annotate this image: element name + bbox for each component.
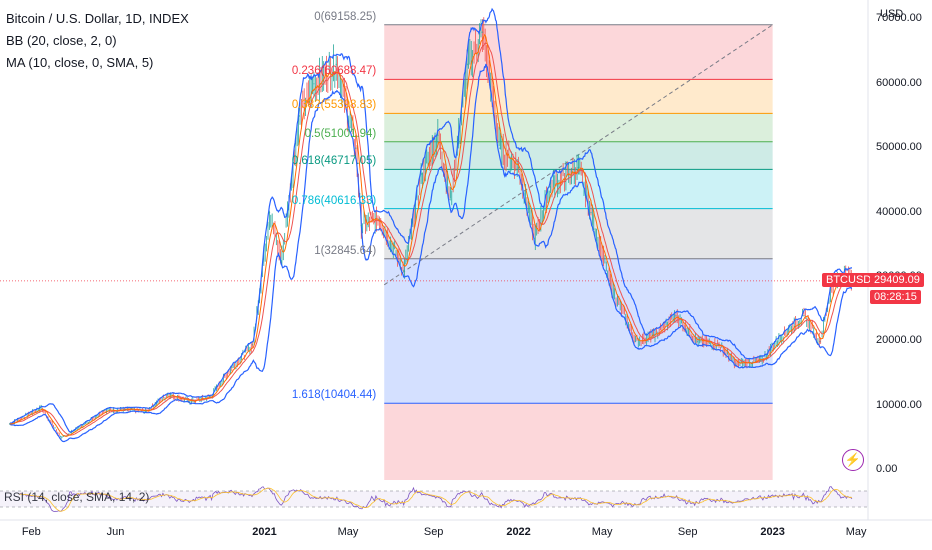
time-tick-label: Jun	[106, 526, 125, 538]
fib-zone	[384, 79, 773, 114]
bb-lower-line	[9, 63, 853, 443]
price-point	[360, 224, 363, 227]
ma-line	[9, 34, 853, 437]
price-point	[280, 260, 283, 262]
price-point	[145, 410, 147, 412]
fib-zone	[384, 208, 773, 259]
price-point	[590, 211, 592, 214]
price-point	[60, 437, 63, 439]
price-tick-label: 50000.00	[876, 141, 922, 154]
rsi-ma-line	[19, 487, 853, 512]
price-point	[734, 363, 737, 365]
fib-zone	[384, 169, 773, 209]
price-point	[354, 147, 357, 149]
time-tick-label: 2023	[760, 526, 785, 538]
price-point	[781, 334, 784, 336]
price-point	[102, 409, 105, 412]
last-price-badge: 29409.09	[870, 272, 924, 287]
price-point	[517, 166, 520, 169]
price-point	[188, 400, 191, 403]
chart-legend: Bitcoin / U.S. Dollar, 1D, INDEX BB (20,…	[6, 8, 189, 74]
price-point	[402, 269, 405, 272]
currency-label[interactable]: USD	[880, 8, 904, 20]
time-tick-label: Sep	[423, 526, 444, 538]
fib-zone	[384, 24, 773, 80]
fib-zone	[384, 258, 773, 404]
lightning-icon[interactable]: ⚡	[842, 449, 864, 471]
price-point	[717, 343, 720, 346]
fib-level-label: 0.382(55398.83)	[291, 99, 377, 112]
price-point	[760, 360, 762, 362]
price-tick-label: 10000.00	[876, 398, 922, 411]
price-point	[449, 198, 452, 201]
fib-level-label: 0.5(51001.94)	[304, 127, 377, 140]
symbol-title[interactable]: Bitcoin / U.S. Dollar, 1D, INDEX	[6, 11, 189, 26]
fib-level-label: 0.618(46717.05)	[291, 155, 377, 168]
price-point	[268, 211, 271, 214]
price-point	[8, 423, 11, 425]
time-tick-label: May	[845, 526, 867, 538]
price-point	[313, 82, 315, 85]
price-point	[209, 396, 212, 398]
price-point	[829, 289, 832, 291]
rsi-pane	[0, 486, 868, 513]
fib-zone-extension	[384, 403, 773, 480]
price-point	[549, 186, 551, 188]
time-tick-label: Sep	[677, 526, 698, 538]
price-point	[230, 366, 233, 369]
time-tick-label: May	[591, 526, 613, 538]
price-point	[803, 314, 805, 317]
price-point	[819, 340, 821, 343]
price-point	[498, 147, 501, 149]
rsi-indicator-label[interactable]: RSI (14, close, SMA, 14, 2)	[4, 490, 150, 504]
fib-level-label: 1(32845.64)	[314, 244, 377, 257]
price-point	[335, 63, 338, 66]
bb-upper-line	[9, 7, 852, 433]
price-tick-label: 40000.00	[876, 205, 922, 218]
fib-level-label: 0(69158.25)	[314, 10, 377, 23]
price-point	[653, 334, 656, 336]
price-point	[481, 31, 484, 34]
price-point	[437, 134, 439, 137]
fib-level-label: 1.618(10404.44)	[291, 389, 377, 402]
price-point	[634, 340, 637, 343]
price-point	[466, 63, 469, 66]
price-tick-label: 0.00	[876, 463, 898, 476]
price-point	[696, 340, 699, 343]
price-point	[40, 407, 42, 409]
fib-level-label: 0.236(60688.47)	[291, 65, 377, 78]
price-tick-label: 20000.00	[876, 334, 922, 347]
price-tick-label: 70000.00	[876, 12, 922, 25]
countdown-badge: 08:28:15	[870, 289, 921, 304]
price-tick-label: 60000.00	[876, 76, 922, 89]
price-point	[251, 343, 254, 346]
price-series-layer	[0, 7, 868, 443]
time-tick-label: 2021	[252, 526, 277, 538]
plot-background	[0, 0, 868, 520]
ticker-badge: BTCUSD	[822, 272, 876, 287]
time-tick-label: 2022	[506, 526, 531, 538]
price-point	[378, 218, 381, 220]
price-point	[421, 173, 423, 175]
fib-zone	[384, 113, 773, 142]
price-point	[124, 408, 127, 411]
bb-indicator-label[interactable]: BB (20, close, 2, 0)	[6, 33, 117, 48]
time-tick-label: May	[337, 526, 359, 538]
fib-level-label: 0.786(40616.33)	[291, 194, 377, 207]
price-point	[577, 166, 580, 169]
rsi-line	[19, 486, 853, 513]
price-point	[675, 314, 677, 317]
ma-indicator-label[interactable]: MA (10, close, 0, SMA, 5)	[6, 55, 154, 70]
time-tick-label: Feb	[21, 526, 41, 538]
price-point	[298, 115, 301, 117]
price-point	[166, 393, 169, 396]
fibonacci-retracement[interactable]	[383, 24, 773, 480]
price-point	[608, 282, 611, 285]
price-point	[533, 237, 536, 240]
price-point	[82, 424, 84, 427]
